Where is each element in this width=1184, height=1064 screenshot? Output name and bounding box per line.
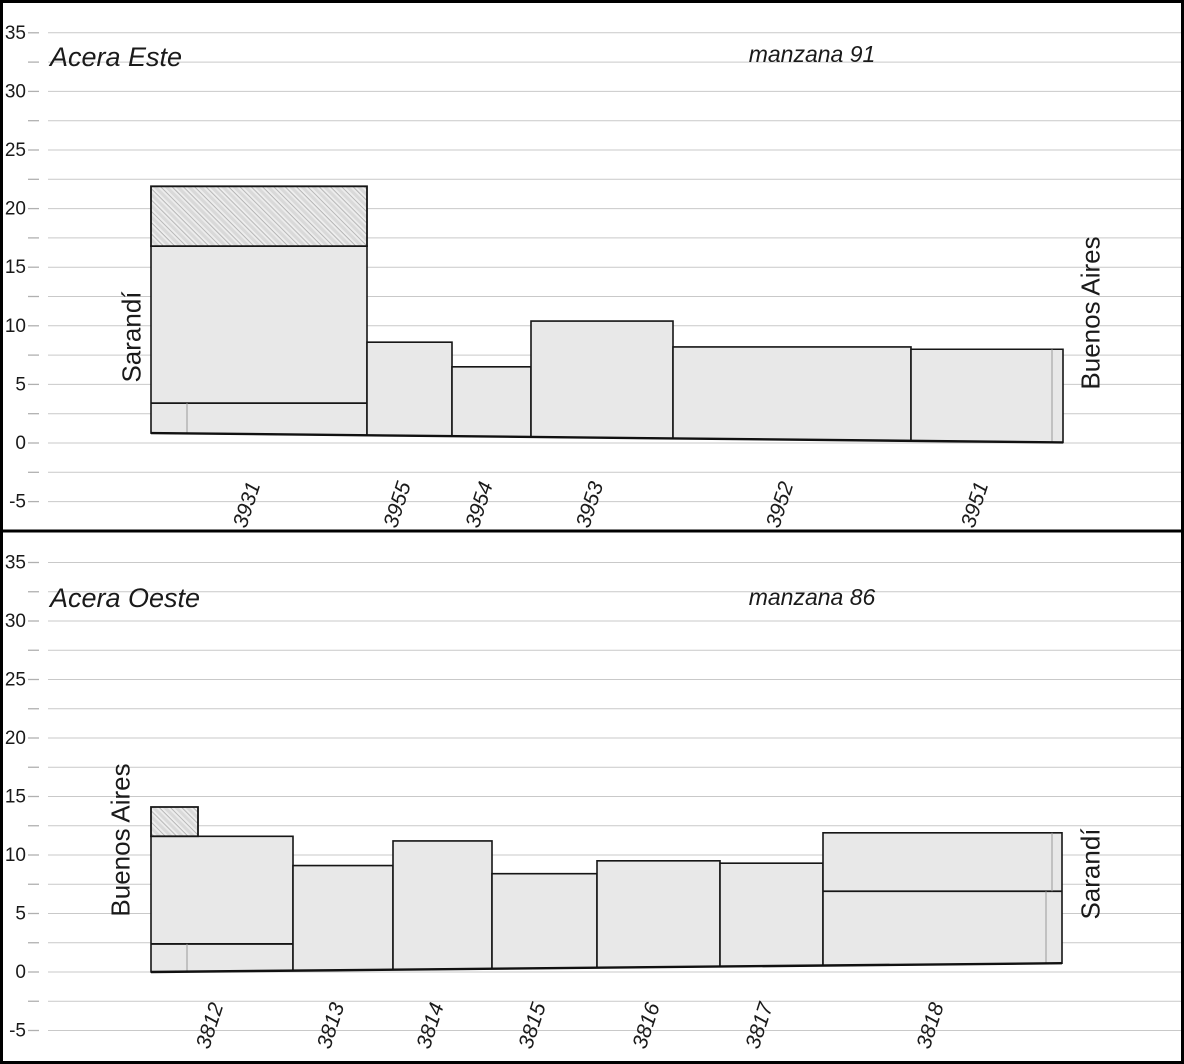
building-3931-hatched-volume (150, 185, 368, 248)
building-3814 (392, 840, 493, 971)
y-tick-label: 20 (5, 728, 26, 749)
y-tick-label: 10 (5, 845, 26, 866)
y-tick-label: 5 (15, 904, 26, 925)
building-3953 (530, 320, 674, 440)
building-3815 (491, 872, 598, 970)
ground-line (150, 962, 1063, 974)
y-tick-label: 0 (15, 962, 26, 983)
building-3952 (672, 346, 912, 442)
y-tick-label: 15 (5, 257, 26, 278)
x-label-building-3813: 3813 (313, 1000, 349, 1052)
building-3954 (451, 366, 532, 438)
y-tick-label: 30 (5, 611, 26, 632)
y-tick-label: -5 (9, 492, 26, 513)
x-label-building-3812: 3812 (192, 1000, 228, 1052)
y-tick-label: 15 (5, 787, 26, 808)
x-label-building-3818: 3818 (912, 1000, 948, 1052)
x-label-building-3951: 3951 (957, 479, 993, 531)
x-label-building-3815: 3815 (514, 1000, 550, 1052)
y-tick-label: 30 (5, 81, 26, 102)
y-tick-label: -5 (9, 1021, 26, 1042)
panel-divider (0, 529, 1184, 533)
x-label-building-3931: 3931 (229, 479, 265, 531)
x-label-building-3953: 3953 (572, 479, 608, 531)
y-tick-label: 35 (5, 23, 26, 44)
y-tick-label: 35 (5, 553, 26, 574)
panel-acera-oeste: 35 30 25 20 15 10 5 0 -5 3812 3813 3814 3815 3816 3817… (5, 553, 1181, 1052)
y-tick-label: 25 (5, 140, 26, 161)
building-3817 (719, 862, 824, 968)
x-label-building-3952: 3952 (762, 479, 798, 531)
y-tick-label: 20 (5, 199, 26, 220)
x-label-building-3817: 3817 (741, 999, 778, 1052)
y-tick-label: 10 (5, 316, 26, 337)
x-label-building-3816: 3816 (628, 1000, 664, 1052)
building-3951 (910, 348, 1064, 444)
y-tick-label: 0 (15, 433, 26, 454)
panel-acera-este: 35 30 25 20 15 10 5 0 -5 3931 3955 3954 3953 3952 3951 (5, 23, 1181, 531)
x-label-building-3955: 3955 (379, 479, 415, 531)
building-3955 (366, 341, 453, 437)
ground-line (150, 431, 1064, 444)
building-3818 (822, 831, 1063, 967)
x-label-building-3954: 3954 (461, 479, 497, 531)
building-3931 (150, 245, 368, 437)
y-tick-label: 25 (5, 670, 26, 691)
building-3812 (150, 835, 294, 973)
building-3813 (292, 864, 394, 972)
building-3816 (596, 860, 721, 969)
building-3812-hatched-volume (150, 806, 199, 838)
y-tick-label: 5 (15, 374, 26, 395)
x-label-building-3814: 3814 (412, 1000, 448, 1052)
